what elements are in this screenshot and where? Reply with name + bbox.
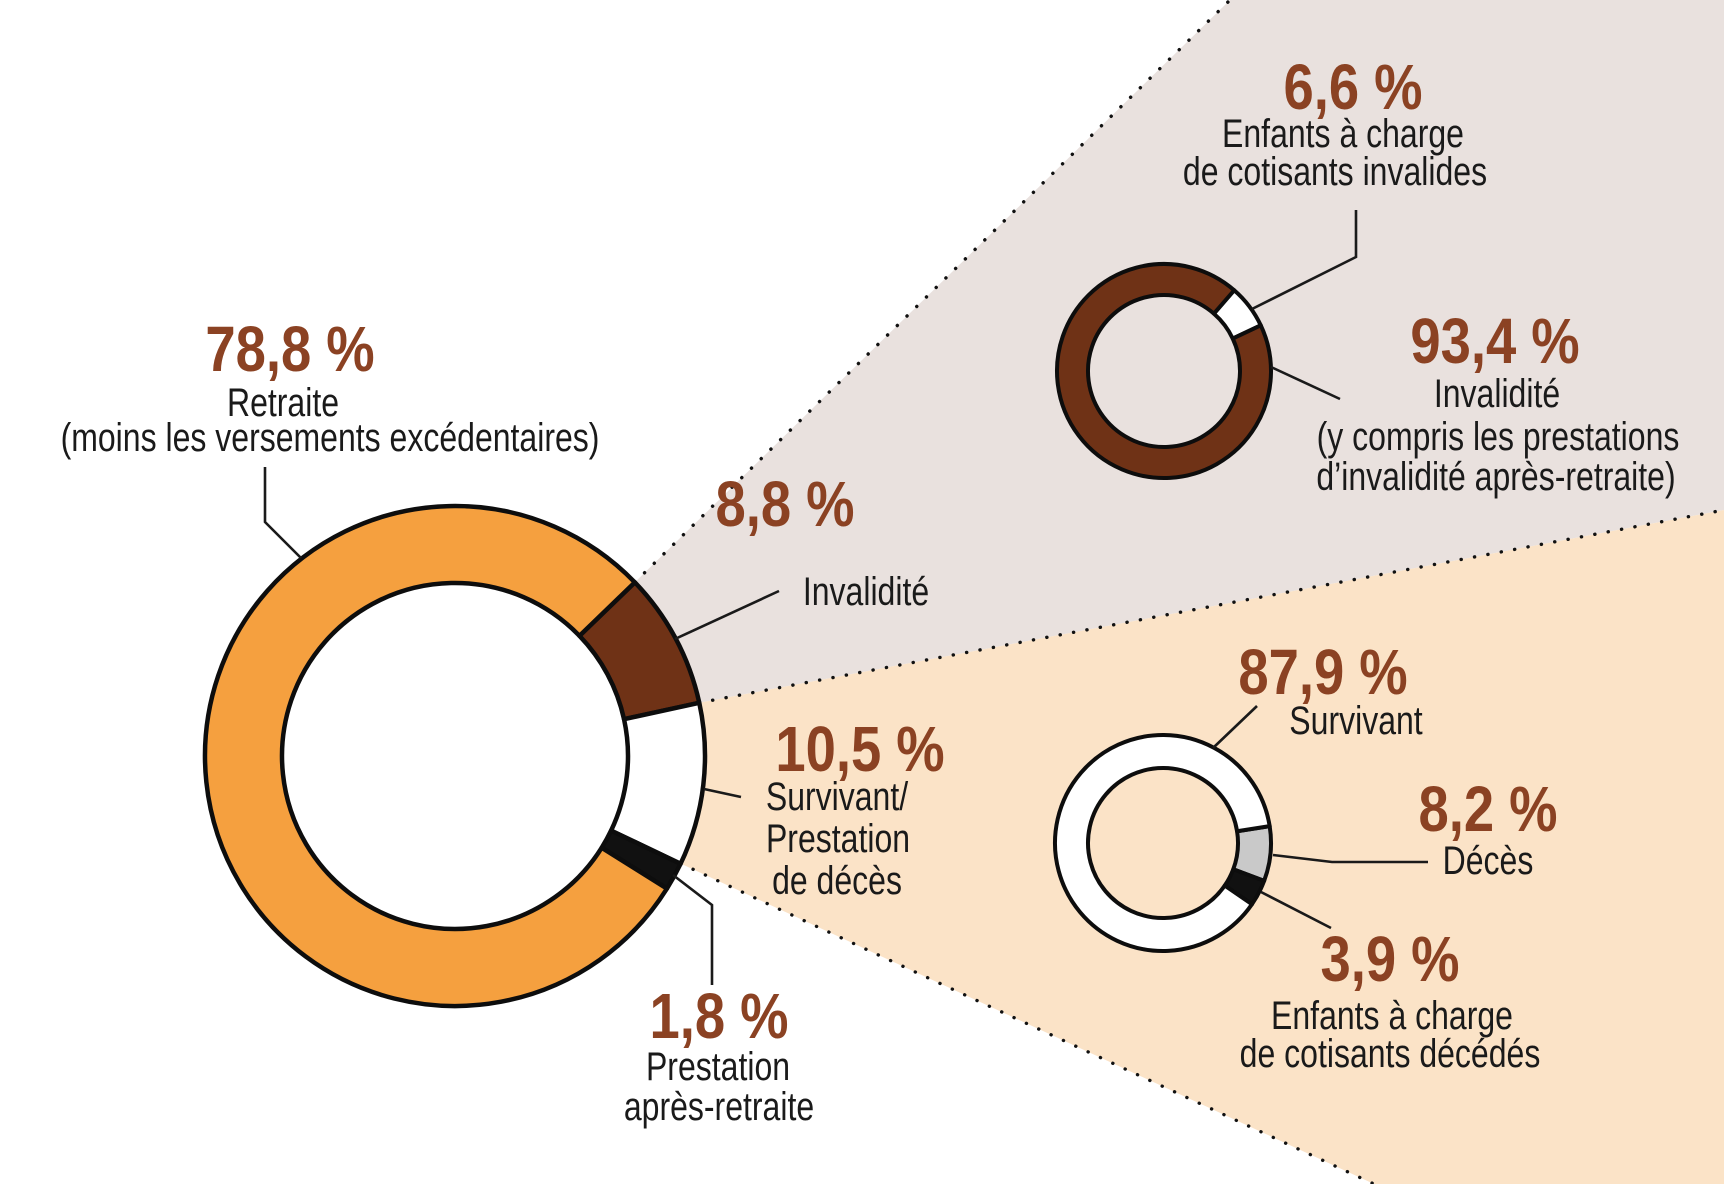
dotted-edge-3 xyxy=(679,861,1376,1184)
callout-survivant-main-percent: 10,5 % xyxy=(775,713,945,785)
callout-prestation-apres-retraite-percent: 1,8 % xyxy=(649,980,789,1052)
callout-survivant-main-line-3: de décès xyxy=(772,859,902,903)
callout-invalidite-main-percent: 8,8 % xyxy=(715,468,855,540)
callout-retraite-line-2: (moins les versements excédentaires) xyxy=(60,416,600,460)
survivant-breakdown-slice-survivant xyxy=(1053,733,1272,953)
donut-charts xyxy=(202,262,1273,1009)
callout-survivant-sub-line-1: Survivant xyxy=(1289,699,1423,743)
leader-enfants-invalides xyxy=(1251,210,1358,311)
leader-enfants-decedes xyxy=(1260,890,1332,930)
dotted-wedge-edges xyxy=(633,0,1724,1184)
callout-survivant-main-line-1: Survivant/ xyxy=(765,775,909,819)
dotted-edge-1 xyxy=(633,0,1232,584)
leader-survivant-sub xyxy=(1212,705,1258,749)
callout-enfants-invalides-percent: 6,6 % xyxy=(1283,51,1423,123)
main-donut xyxy=(202,503,708,1009)
leader-lines xyxy=(263,210,1428,985)
callout-enfants-decedes-line-1: Enfants à charge xyxy=(1271,994,1513,1038)
callout-invalidite-sub-line-3: d’invalidité après-retraite) xyxy=(1316,455,1676,499)
main-donut-slice-retraite xyxy=(202,503,670,1009)
invalidite-breakdown-slice-invalidite-sub xyxy=(1055,262,1273,480)
callout-enfants-decedes-percent: 3,9 % xyxy=(1320,923,1460,995)
callout-retraite-line-1: Retraite xyxy=(226,381,340,425)
callout-prestation-apres-retraite-line-2: après-retraite xyxy=(623,1085,815,1129)
callout-invalidite-sub-line-2: (y compris les prestations xyxy=(1316,415,1680,459)
callout-deces-line-1: Décès xyxy=(1442,839,1534,883)
leader-retraite xyxy=(263,467,302,559)
leader-prestation-apres-retraite xyxy=(672,873,714,985)
dotted-edge-2 xyxy=(697,508,1724,705)
callout-deces-percent: 8,2 % xyxy=(1418,773,1558,845)
zoom-wedge-invalidite xyxy=(634,0,1724,703)
survivant-breakdown xyxy=(1053,733,1273,953)
callout-invalidite-main-line-1: Invalidité xyxy=(802,570,930,614)
callout-survivant-main-line-2: Prestation xyxy=(765,817,911,861)
leader-survivant-main xyxy=(703,787,742,799)
callout-enfants-decedes-line-2: de cotisants décédés xyxy=(1239,1032,1541,1076)
callout-prestation-apres-retraite-line-1: Prestation xyxy=(645,1045,791,1089)
callout-invalidite-sub-percent: 93,4 % xyxy=(1410,305,1580,377)
callout-enfants-invalides-line-1: Enfants à charge xyxy=(1222,112,1464,156)
leader-invalidite-main xyxy=(674,589,780,641)
zoom-wedges xyxy=(634,0,1724,1184)
callout-enfants-invalides-line-2: de cotisants invalides xyxy=(1182,150,1488,194)
invalidite-breakdown xyxy=(1055,262,1273,480)
zoom-wedge-survivant xyxy=(680,510,1724,1184)
callout-invalidite-sub-line-1: Invalidité xyxy=(1433,372,1561,416)
leader-invalidite-sub xyxy=(1270,365,1341,401)
callout-survivant-sub-percent: 87,9 % xyxy=(1238,636,1408,708)
callout-retraite-percent: 78,8 % xyxy=(205,313,375,385)
leader-deces xyxy=(1272,853,1428,864)
